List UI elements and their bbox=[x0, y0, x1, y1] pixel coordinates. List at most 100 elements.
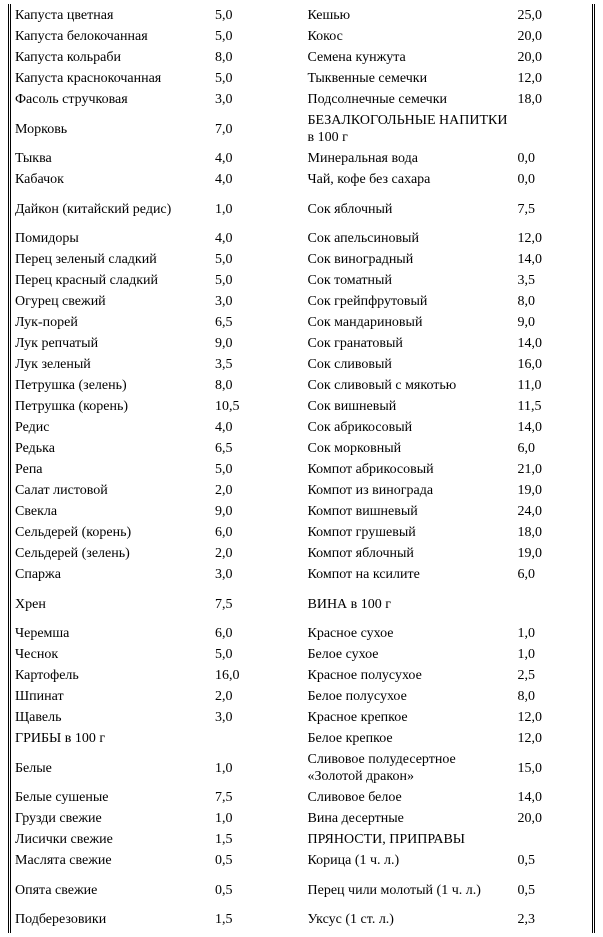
table-row: Сельдерей (зелень)2,0 bbox=[15, 544, 296, 565]
item-value: 14,0 bbox=[518, 790, 543, 807]
item-label: Свекла bbox=[15, 504, 215, 521]
item-label: Белое полусухое bbox=[308, 689, 518, 706]
table-row: Чай, кофе без сахара0,0 bbox=[308, 170, 589, 191]
item-value: 24,0 bbox=[518, 504, 543, 521]
item-value: 7,5 bbox=[518, 202, 536, 219]
item-label: Компот яблочный bbox=[308, 546, 518, 563]
item-label: Репа bbox=[15, 462, 215, 479]
item-value: 0,0 bbox=[518, 172, 536, 189]
item-value: 19,0 bbox=[518, 483, 543, 500]
item-value: 3,5 bbox=[518, 273, 536, 290]
item-label: Чеснок bbox=[15, 647, 215, 664]
item-value: 20,0 bbox=[518, 811, 543, 828]
item-label: Сок вишневый bbox=[308, 399, 518, 416]
item-label: Белое сухое bbox=[308, 647, 518, 664]
item-label: Сок виноградный bbox=[308, 252, 518, 269]
table-row: Корица (1 ч. л.)0,5 bbox=[308, 851, 589, 872]
item-value: 0,5 bbox=[215, 853, 233, 870]
item-label: Вина десертные bbox=[308, 811, 518, 828]
item-value: 15,0 bbox=[518, 761, 543, 778]
table-row: Сок абрикосовый14,0 bbox=[308, 418, 589, 439]
item-value: 4,0 bbox=[215, 231, 233, 248]
item-value: 5,0 bbox=[215, 71, 233, 88]
table-row: Капуста цветная5,0 bbox=[15, 6, 296, 27]
table-row: Сок сливовый16,0 bbox=[308, 355, 589, 376]
item-value: 3,0 bbox=[215, 294, 233, 311]
item-label: Минеральная вода bbox=[308, 151, 518, 168]
table-row: Редис4,0 bbox=[15, 418, 296, 439]
table-row: Петрушка (корень)10,5 bbox=[15, 397, 296, 418]
table-row: Сок грейпфрутовый8,0 bbox=[308, 292, 589, 313]
item-value: 0,0 bbox=[518, 151, 536, 168]
item-value: 2,5 bbox=[518, 668, 536, 685]
item-label: Картофель bbox=[15, 668, 215, 685]
item-label: Лисички свежие bbox=[15, 832, 215, 849]
item-value: 5,0 bbox=[215, 29, 233, 46]
item-label: Черемша bbox=[15, 626, 215, 643]
item-label: Компот абрикосовый bbox=[308, 462, 518, 479]
item-value: 1,0 bbox=[215, 811, 233, 828]
table-row: Сливовое полудесертное «Золотой дракон»1… bbox=[308, 750, 589, 788]
item-label: Капуста белокочанная bbox=[15, 29, 215, 46]
item-value: 8,0 bbox=[518, 294, 536, 311]
table-row: Компот на ксилите6,0 bbox=[308, 565, 589, 586]
item-value: 6,5 bbox=[215, 441, 233, 458]
item-label: Сок апельсиновый bbox=[308, 231, 518, 248]
item-label: Перец зеленый сладкий bbox=[15, 252, 215, 269]
table-row: Сок морковный6,0 bbox=[308, 439, 589, 460]
table-row: Дайкон (китайский редис)1,0 bbox=[15, 191, 296, 229]
item-value: 12,0 bbox=[518, 71, 543, 88]
item-value: 11,5 bbox=[518, 399, 542, 416]
item-value: 7,5 bbox=[215, 790, 233, 807]
item-value: 20,0 bbox=[518, 50, 543, 67]
nutrition-table: Капуста цветная5,0Капуста белокочанная5,… bbox=[8, 4, 595, 933]
item-label: Компот грушевый bbox=[308, 525, 518, 542]
table-row: Компот вишневый24,0 bbox=[308, 502, 589, 523]
item-value: 1,5 bbox=[215, 912, 233, 929]
table-row: Компот абрикосовый21,0 bbox=[308, 460, 589, 481]
item-value: 5,0 bbox=[215, 273, 233, 290]
item-value: 5,0 bbox=[215, 647, 233, 664]
item-label: Перец красный сладкий bbox=[15, 273, 215, 290]
table-row: Компот грушевый18,0 bbox=[308, 523, 589, 544]
item-value: 6,5 bbox=[215, 315, 233, 332]
table-row: Сок гранатовый14,0 bbox=[308, 334, 589, 355]
item-label: Капуста краснокочанная bbox=[15, 71, 215, 88]
table-row: Перец зеленый сладкий5,0 bbox=[15, 250, 296, 271]
table-row: Грузди свежие1,0 bbox=[15, 809, 296, 830]
item-label: Компот на ксилите bbox=[308, 567, 518, 584]
item-value: 4,0 bbox=[215, 151, 233, 168]
table-row: Спаржа3,0 bbox=[15, 565, 296, 586]
item-label: Редис bbox=[15, 420, 215, 437]
item-label: Сок мандариновый bbox=[308, 315, 518, 332]
table-row: Хрен7,5 bbox=[15, 586, 296, 624]
table-row: Кешью25,0 bbox=[308, 6, 589, 27]
item-value: 8,0 bbox=[518, 689, 536, 706]
item-value: 11,0 bbox=[518, 378, 542, 395]
item-label: Белые сушеные bbox=[15, 790, 215, 807]
table-row: Сок сливовый с мякотью11,0 bbox=[308, 376, 589, 397]
item-label: Тыквенные семечки bbox=[308, 71, 518, 88]
item-label: Сок сливовый с мякотью bbox=[308, 378, 518, 395]
item-value: 19,0 bbox=[518, 546, 543, 563]
table-row: Помидоры4,0 bbox=[15, 229, 296, 250]
item-label: Сок яблочный bbox=[308, 202, 518, 219]
item-value: 2,0 bbox=[215, 483, 233, 500]
header-label: ГРИБЫ в 100 г bbox=[15, 731, 215, 748]
item-label: Семена кунжута bbox=[308, 50, 518, 67]
item-label: Сок гранатовый bbox=[308, 336, 518, 353]
table-row: Свекла9,0 bbox=[15, 502, 296, 523]
table-row: Опята свежие0,5 bbox=[15, 872, 296, 910]
item-label: Сельдерей (корень) bbox=[15, 525, 215, 542]
table-row: Морковь7,0 bbox=[15, 111, 296, 149]
item-value: 14,0 bbox=[518, 336, 543, 353]
header-label: ВИНА в 100 г bbox=[308, 597, 518, 614]
item-value: 6,0 bbox=[215, 525, 233, 542]
table-row: Белые сушеные7,5 bbox=[15, 788, 296, 809]
table-row: Компот яблочный19,0 bbox=[308, 544, 589, 565]
item-value: 9,0 bbox=[215, 336, 233, 353]
item-value: 12,0 bbox=[518, 231, 543, 248]
table-row: Сок вишневый11,5 bbox=[308, 397, 589, 418]
item-value: 1,5 bbox=[215, 832, 233, 849]
item-label: Сливовое белое bbox=[308, 790, 518, 807]
